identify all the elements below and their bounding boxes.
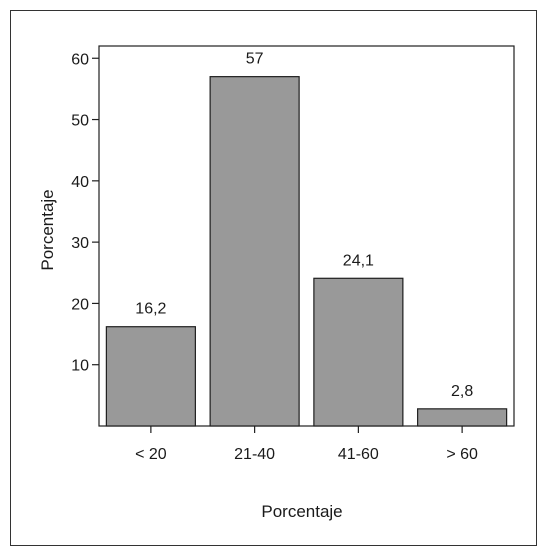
- y-tick-label: 40: [71, 174, 89, 191]
- x-axis-label: Porcentaje: [261, 502, 342, 521]
- plot-area: [98, 45, 515, 427]
- y-tick-label: 50: [71, 113, 89, 130]
- y-tick-label: 10: [71, 358, 89, 375]
- x-tick-label: < 20: [135, 446, 167, 463]
- y-tick-label: 60: [71, 51, 89, 68]
- bar: [209, 76, 300, 427]
- figure-frame: [10, 10, 537, 546]
- y-axis: 10 20 30 40 50 60: [71, 51, 99, 375]
- y-tick-label: 30: [71, 235, 89, 252]
- bar-value-label: 24,1: [343, 252, 374, 269]
- y-tick-label: 20: [71, 296, 89, 313]
- bar-value-label: 57: [246, 51, 264, 68]
- bar-value-label: 16,2: [135, 301, 166, 318]
- y-axis-label: Porcentaje: [38, 189, 57, 270]
- value-labels: 16,2 57 24,1 2,8: [135, 51, 473, 400]
- x-tick-label: 21-40: [234, 446, 275, 463]
- bar-value-label: 2,8: [451, 383, 473, 400]
- x-tick-label: > 60: [446, 446, 478, 463]
- bar: [313, 277, 404, 427]
- bars: [105, 76, 508, 427]
- bar: [105, 326, 196, 427]
- x-tick-label: 41-60: [338, 446, 379, 463]
- bar: [417, 408, 508, 427]
- x-axis: < 20 21-40 41-60 > 60: [135, 426, 478, 463]
